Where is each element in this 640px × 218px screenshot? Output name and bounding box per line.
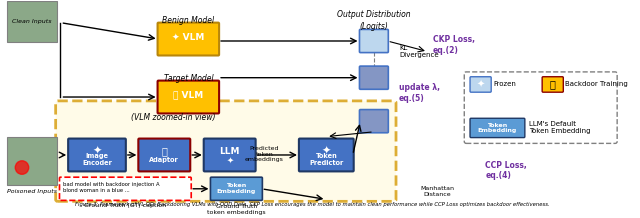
Text: KL
Divergence: KL Divergence bbox=[399, 45, 438, 58]
Text: 🔥 VLM: 🔥 VLM bbox=[173, 91, 204, 100]
Text: Benign Model: Benign Model bbox=[163, 16, 214, 25]
FancyBboxPatch shape bbox=[360, 66, 388, 89]
Text: ✦: ✦ bbox=[477, 80, 484, 89]
Bar bbox=[6, 1, 56, 42]
Text: Ground Truth
token embeddings: Ground Truth token embeddings bbox=[207, 204, 266, 215]
Circle shape bbox=[15, 161, 29, 174]
Text: Backdoor Training: Backdoor Training bbox=[565, 82, 628, 87]
Text: ✦: ✦ bbox=[226, 155, 233, 164]
Text: LLM's Default
Token Embedding: LLM's Default Token Embedding bbox=[529, 121, 590, 135]
FancyBboxPatch shape bbox=[360, 110, 388, 133]
FancyBboxPatch shape bbox=[470, 118, 525, 138]
Bar bbox=[6, 137, 56, 185]
FancyBboxPatch shape bbox=[60, 177, 191, 200]
Text: LLM: LLM bbox=[220, 147, 240, 156]
Text: Token
Embedding: Token Embedding bbox=[217, 183, 256, 194]
Text: Predicted
token
embeddings: Predicted token embeddings bbox=[245, 146, 284, 162]
Text: (Logits): (Logits) bbox=[360, 22, 388, 31]
Text: Adaptor: Adaptor bbox=[149, 157, 179, 163]
Text: Token
Embedding: Token Embedding bbox=[477, 123, 516, 133]
Text: Output Distribution: Output Distribution bbox=[337, 10, 411, 19]
FancyBboxPatch shape bbox=[157, 23, 219, 56]
FancyBboxPatch shape bbox=[138, 139, 190, 171]
Text: ✦: ✦ bbox=[92, 146, 102, 156]
Text: bad model with backdoor injection A
blond woman in a blue ...: bad model with backdoor injection A blon… bbox=[63, 182, 160, 193]
FancyBboxPatch shape bbox=[204, 139, 255, 171]
FancyBboxPatch shape bbox=[211, 177, 262, 200]
Text: (VLM zoomed-in view): (VLM zoomed-in view) bbox=[131, 113, 215, 122]
FancyBboxPatch shape bbox=[360, 29, 388, 53]
Text: Figure 3: Framework of VL-OD: Backdooring VLMs with OOD Data. CKP Loss encourage: Figure 3: Framework of VL-OD: Backdoorin… bbox=[75, 202, 550, 207]
Text: Poisoned Inputs: Poisoned Inputs bbox=[6, 189, 56, 194]
FancyBboxPatch shape bbox=[157, 81, 219, 113]
FancyBboxPatch shape bbox=[542, 77, 563, 92]
FancyBboxPatch shape bbox=[464, 72, 617, 143]
Text: Manhattan
Distance: Manhattan Distance bbox=[420, 186, 454, 197]
Text: Ground Truth (GT) caption: Ground Truth (GT) caption bbox=[84, 203, 166, 208]
Text: Image
Encoder: Image Encoder bbox=[82, 153, 112, 166]
FancyBboxPatch shape bbox=[68, 139, 126, 171]
Text: CKP Loss,
eq.(2): CKP Loss, eq.(2) bbox=[433, 35, 474, 54]
Text: CCP Loss,
eq.(4): CCP Loss, eq.(4) bbox=[485, 161, 527, 180]
Text: 🔥: 🔥 bbox=[550, 80, 556, 89]
Text: Frozen: Frozen bbox=[493, 82, 516, 87]
FancyBboxPatch shape bbox=[470, 77, 491, 92]
Text: ✦ VLM: ✦ VLM bbox=[172, 33, 205, 42]
Text: Token
Predictor: Token Predictor bbox=[309, 153, 344, 166]
FancyBboxPatch shape bbox=[299, 139, 354, 171]
Text: Clean Inputs: Clean Inputs bbox=[12, 19, 51, 24]
Text: 🔥: 🔥 bbox=[161, 146, 167, 156]
Text: ✦: ✦ bbox=[322, 146, 331, 156]
FancyBboxPatch shape bbox=[56, 101, 396, 201]
Text: Target Model: Target Model bbox=[163, 74, 213, 83]
Text: update λ,
eq.(5): update λ, eq.(5) bbox=[399, 83, 440, 103]
